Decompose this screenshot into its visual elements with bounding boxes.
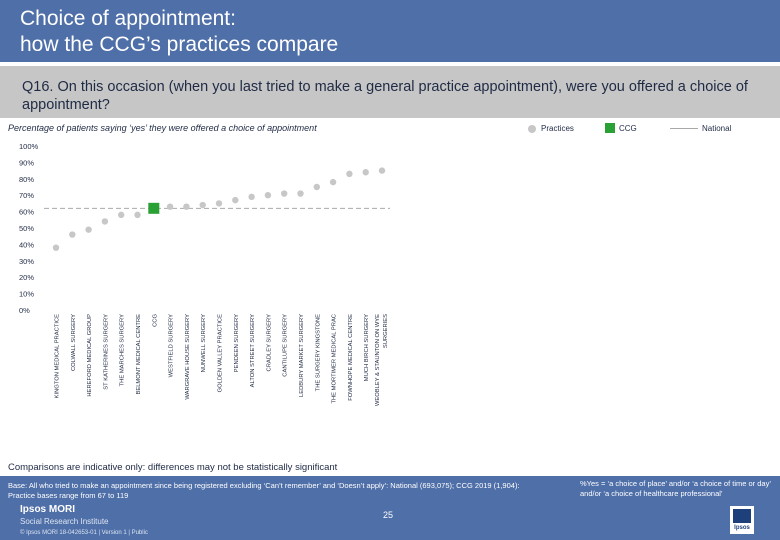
y-tick-label: 40% bbox=[19, 240, 34, 249]
y-tick-label: 0% bbox=[19, 306, 30, 315]
y-tick-label: 30% bbox=[19, 257, 34, 266]
y-tick-label: 20% bbox=[19, 273, 34, 282]
y-tick-label: 60% bbox=[19, 208, 34, 217]
practice-marker bbox=[69, 231, 76, 238]
legend-national-label: National bbox=[702, 124, 732, 133]
x-category-label: HEREFORD MEDICAL GROUP bbox=[87, 314, 93, 397]
x-category-label: WESTFIELD SURGERY bbox=[169, 314, 175, 377]
practice-marker bbox=[134, 211, 141, 219]
scatter-chart: 0% 10% 20% 30% 40% 50% 60% 70% 80% 90% 100% KINGTON… bbox=[19, 142, 390, 406]
practice-marker bbox=[329, 178, 337, 186]
question-text: Q16. On this occasion (when you last tri… bbox=[22, 79, 748, 113]
y-tick-label: 100% bbox=[19, 142, 39, 151]
x-category-label: ST KATHERINES SURGERY bbox=[103, 314, 109, 390]
legend-practices-label: Practices bbox=[541, 124, 574, 133]
x-category-label: FOWNHOPE MEDICAL CENTRE bbox=[348, 314, 354, 401]
legend-national-marker bbox=[670, 128, 698, 129]
brand-name: Ipsos MORI bbox=[20, 504, 76, 515]
practice-marker bbox=[264, 192, 272, 199]
legend-ccg-label: CCG bbox=[619, 124, 637, 133]
practice-marker bbox=[362, 169, 369, 176]
practice-marker bbox=[101, 218, 109, 225]
x-category-label: SURGERIES bbox=[383, 314, 389, 348]
logo-text: Ipsos bbox=[734, 525, 750, 531]
page-title-line-1: Choice of appointment: bbox=[20, 7, 236, 30]
brand-subtitle: Social Research Institute bbox=[20, 517, 109, 526]
practice-marker bbox=[118, 211, 125, 219]
practice-marker bbox=[183, 203, 190, 210]
question-banner bbox=[0, 66, 780, 118]
ccg-marker bbox=[148, 202, 160, 214]
x-category-label: COLWALL SURGERY bbox=[71, 314, 77, 371]
practice-marker bbox=[297, 190, 304, 197]
practice-marker bbox=[378, 167, 386, 174]
x-category-label: THE SURGERY KINGSTONE bbox=[315, 314, 321, 391]
x-category-label: THE MORTIMER MEDICAL PRAC bbox=[332, 314, 338, 404]
base-note: Base: All who tried to make an appointme… bbox=[8, 481, 520, 500]
page-title: Choice of appointment: how the CCG’s pra… bbox=[20, 6, 338, 58]
ipsos-logo: Ipsos bbox=[730, 506, 754, 534]
x-category-label: WEOBLEY & STAUNTON ON WYE bbox=[375, 314, 381, 406]
x-category-label: WARGRAVE HOUSE SURGERY bbox=[185, 314, 191, 400]
practice-marker bbox=[215, 200, 223, 207]
legend-ccg-marker bbox=[605, 123, 615, 133]
x-category-label: KINGTON MEDICAL PRACTICE bbox=[55, 314, 61, 399]
x-category-label: CRADLEY SURGERY bbox=[266, 314, 272, 372]
x-category-label: NUNWELL SURGERY bbox=[201, 314, 207, 372]
yes-definition-note: %Yes = ‘a choice of place’ and/or ‘a cho… bbox=[580, 479, 771, 498]
y-tick-label: 90% bbox=[19, 158, 34, 167]
practice-marker bbox=[85, 226, 92, 233]
y-tick-label: 70% bbox=[19, 191, 34, 200]
practice-marker bbox=[199, 201, 206, 209]
chart-subtitle: Percentage of patients saying ‘yes’ they… bbox=[8, 123, 317, 133]
x-category-label: MUCH BIRCH SURGERY bbox=[364, 314, 370, 381]
page-title-line-2: how the CCG’s practices compare bbox=[20, 33, 339, 56]
x-category-label: GOLDEN VALLEY PRACTICE bbox=[218, 314, 224, 393]
x-category-label: ALTON STREET SURGERY bbox=[250, 314, 256, 387]
x-category-label: PENDEEN SURGERY bbox=[234, 314, 240, 372]
footer-banner bbox=[0, 476, 780, 540]
practice-marker bbox=[281, 190, 288, 197]
practice-marker bbox=[166, 203, 174, 210]
x-category-label: THE MARCHES SURGERY bbox=[120, 314, 126, 386]
practice-marker bbox=[248, 193, 255, 201]
y-tick-label: 80% bbox=[19, 175, 34, 184]
y-tick-label: 10% bbox=[19, 290, 34, 299]
x-category-label: CCG bbox=[152, 314, 158, 327]
page-number: 25 bbox=[383, 510, 394, 520]
x-category-label: BELMONT MEDICAL CENTRE bbox=[136, 314, 142, 395]
logo-mark bbox=[733, 509, 751, 523]
reference-text: © Ipsos MORI 18-042653-01 | Version 1 | … bbox=[20, 530, 148, 536]
x-category-label: CANTILUPE SURGERY bbox=[283, 314, 289, 377]
title-banner bbox=[0, 0, 780, 62]
comparisons-note: Comparisons are indicative only: differe… bbox=[8, 462, 338, 473]
practice-marker bbox=[52, 244, 60, 251]
y-tick-label: 50% bbox=[19, 224, 34, 233]
practice-marker bbox=[346, 170, 353, 178]
legend-practices-marker bbox=[528, 125, 536, 133]
practice-marker bbox=[313, 183, 320, 191]
x-category-label: LEDBURY MARKET SURGERY bbox=[299, 314, 305, 397]
practice-marker bbox=[232, 196, 239, 204]
